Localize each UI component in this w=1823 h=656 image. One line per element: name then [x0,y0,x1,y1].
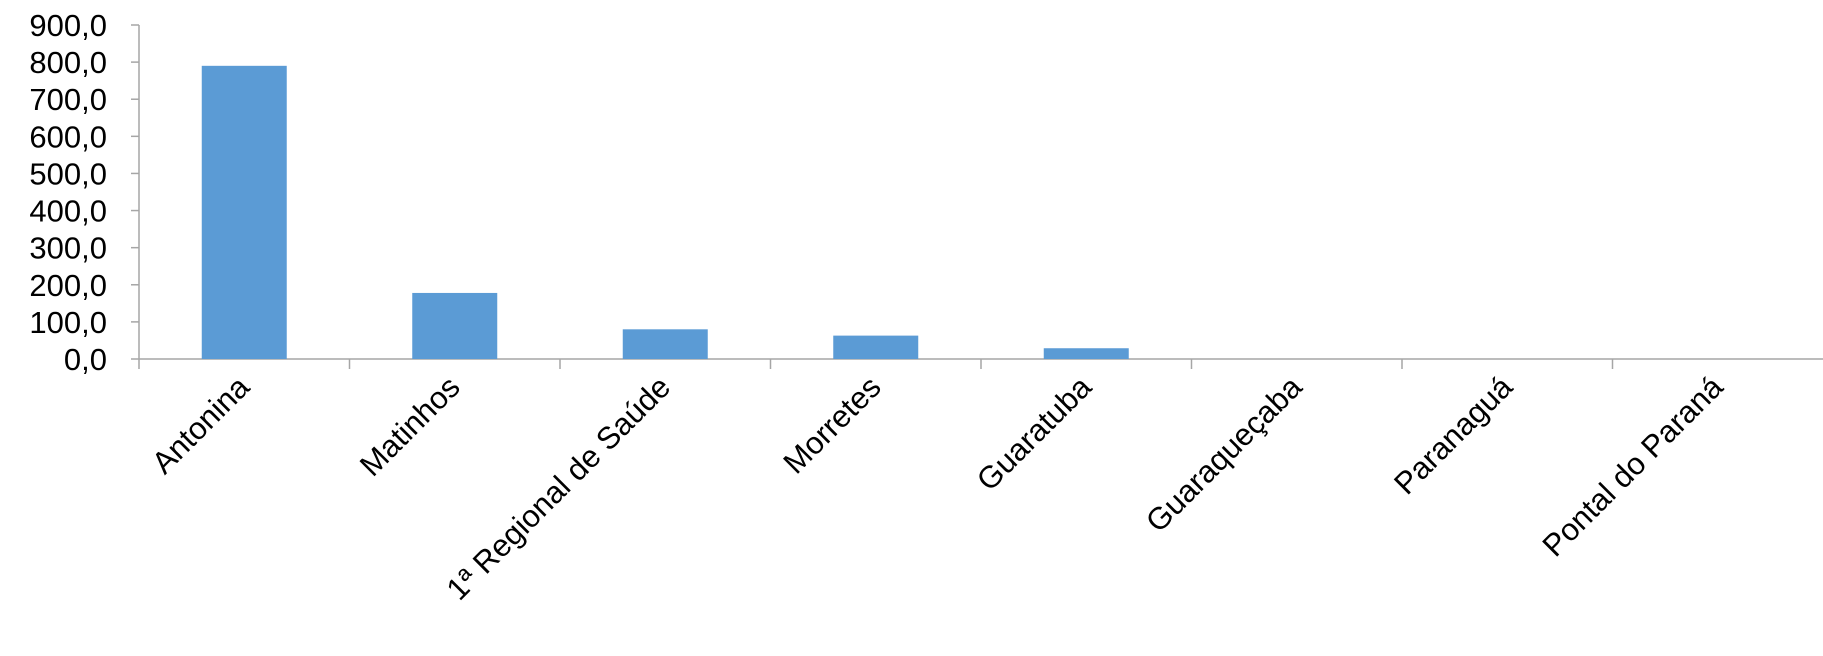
x-category-label: Guaraqueçaba [1139,369,1309,539]
y-tick-label: 600,0 [29,119,107,154]
y-tick-label: 0,0 [64,342,107,377]
y-tick-label: 300,0 [29,231,107,266]
y-tick-label: 500,0 [29,156,107,191]
y-tick-label: 800,0 [29,45,107,80]
y-tick-label: 100,0 [29,305,107,340]
x-category-label: Paranaguá [1387,369,1520,502]
y-tick-label: 200,0 [29,268,107,303]
bar [1043,348,1129,359]
x-category-label: Matinhos [353,369,467,483]
y-tick-label: 400,0 [29,194,107,229]
bar [622,329,708,359]
x-category-label: 1ª Regional de Saúde [440,369,678,607]
bars [201,65,1129,360]
bar [833,335,919,359]
y-tick-label: 900,0 [29,8,107,43]
x-category-label: Pontal do Paraná [1536,369,1731,564]
x-category-label: Morretes [776,369,887,480]
x-category-label: Guaratuba [970,369,1099,498]
x-category-label: Antonina [145,369,257,481]
bar [201,65,287,360]
y-axis: 0,0100,0200,0300,0400,0500,0600,0700,080… [29,8,140,377]
y-tick-label: 700,0 [29,82,107,117]
bar [412,292,498,359]
